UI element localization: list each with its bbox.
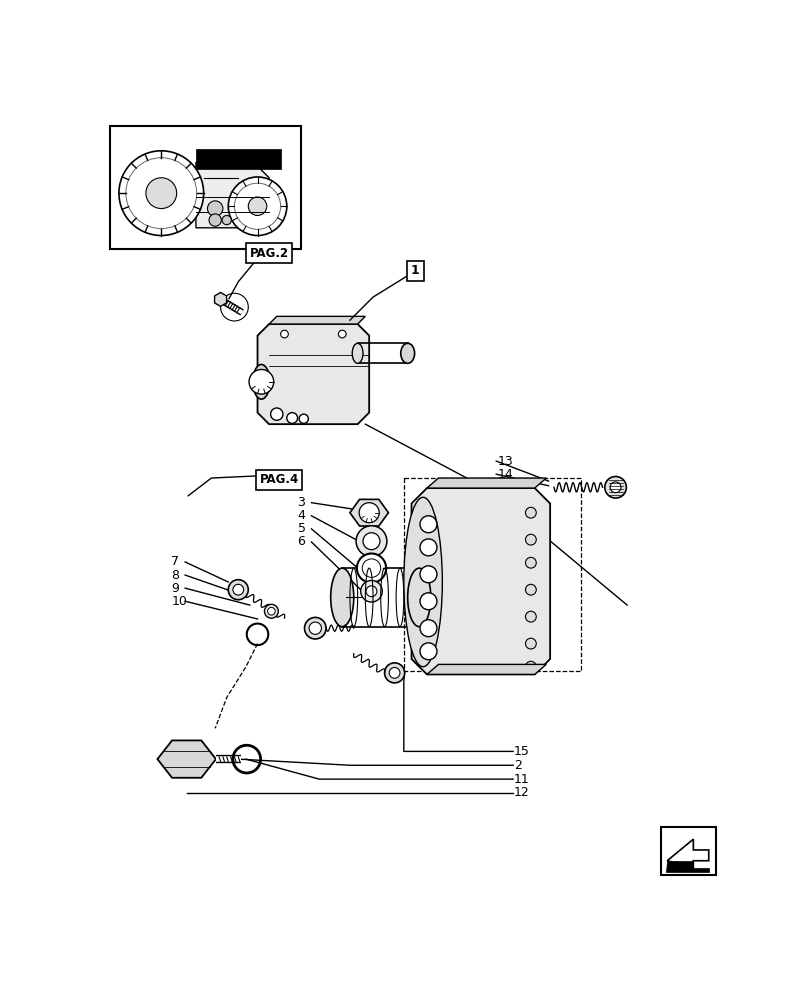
Circle shape [388, 667, 400, 678]
Text: 9: 9 [171, 582, 179, 595]
Circle shape [525, 661, 535, 672]
Circle shape [228, 177, 286, 235]
Ellipse shape [352, 343, 363, 363]
Text: PAG.2: PAG.2 [249, 247, 288, 260]
Circle shape [525, 534, 535, 545]
Ellipse shape [403, 497, 442, 667]
Circle shape [249, 369, 273, 394]
Circle shape [208, 201, 222, 216]
Text: PAG.4: PAG.4 [260, 473, 298, 486]
Circle shape [298, 414, 308, 423]
Circle shape [356, 554, 386, 583]
Circle shape [419, 516, 436, 533]
Ellipse shape [401, 343, 414, 363]
Bar [660, 827, 715, 875]
Ellipse shape [407, 568, 431, 627]
Polygon shape [666, 861, 708, 872]
Circle shape [366, 586, 376, 597]
Circle shape [360, 580, 382, 602]
Polygon shape [214, 292, 226, 306]
Circle shape [234, 183, 281, 229]
Polygon shape [667, 839, 708, 868]
Circle shape [222, 215, 231, 225]
Polygon shape [195, 162, 268, 228]
Polygon shape [268, 316, 365, 324]
Text: 15: 15 [513, 745, 529, 758]
Ellipse shape [252, 364, 269, 399]
Polygon shape [350, 499, 388, 526]
Text: 2: 2 [513, 759, 521, 772]
Ellipse shape [330, 568, 354, 627]
Text: 13: 13 [497, 455, 513, 468]
Text: 11: 11 [513, 773, 529, 786]
Text: 8: 8 [171, 569, 179, 582]
Polygon shape [427, 478, 546, 488]
Text: 14: 14 [497, 468, 513, 481]
Polygon shape [257, 324, 369, 424]
Circle shape [525, 584, 535, 595]
Circle shape [525, 557, 535, 568]
Circle shape [604, 477, 625, 498]
Circle shape [363, 533, 380, 550]
Circle shape [286, 413, 297, 423]
Circle shape [609, 482, 620, 493]
Circle shape [419, 643, 436, 660]
Circle shape [362, 559, 380, 577]
Circle shape [338, 330, 345, 338]
Text: 7: 7 [171, 555, 179, 568]
Circle shape [356, 526, 386, 557]
Text: 1: 1 [410, 264, 419, 277]
Circle shape [281, 330, 288, 338]
Text: 4: 4 [297, 509, 305, 522]
Circle shape [419, 566, 436, 583]
Polygon shape [411, 488, 550, 674]
Circle shape [525, 638, 535, 649]
Circle shape [264, 604, 278, 618]
Circle shape [118, 151, 204, 235]
Circle shape [146, 178, 177, 209]
Text: 5: 5 [297, 522, 305, 535]
Text: 12: 12 [513, 786, 529, 799]
Circle shape [304, 617, 326, 639]
Circle shape [267, 607, 275, 615]
Circle shape [208, 214, 221, 226]
Circle shape [384, 663, 404, 683]
Circle shape [525, 611, 535, 622]
Circle shape [270, 408, 282, 420]
Text: 6: 6 [297, 535, 305, 548]
Polygon shape [157, 740, 216, 778]
Circle shape [419, 593, 436, 610]
Circle shape [126, 158, 196, 229]
Polygon shape [427, 664, 546, 674]
Bar [195, 149, 281, 169]
Text: 10: 10 [171, 595, 187, 608]
Bar [403, 478, 580, 671]
Text: 3: 3 [297, 496, 305, 509]
Circle shape [248, 197, 267, 215]
Circle shape [309, 622, 321, 634]
Circle shape [525, 507, 535, 518]
Circle shape [419, 620, 436, 637]
Bar [109, 126, 300, 249]
Circle shape [358, 503, 379, 523]
Circle shape [233, 584, 243, 595]
Circle shape [228, 580, 248, 600]
Circle shape [419, 539, 436, 556]
